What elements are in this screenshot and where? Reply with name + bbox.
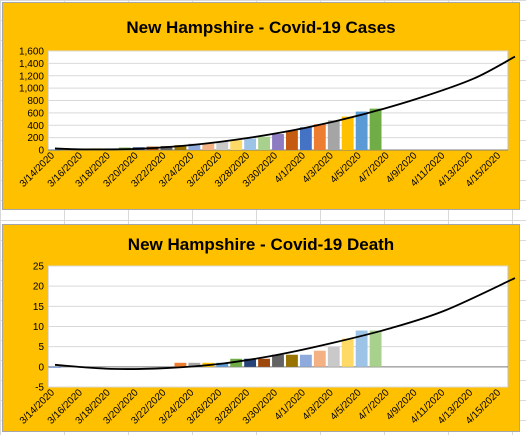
death-bar xyxy=(49,366,61,368)
cases-bar xyxy=(188,143,201,150)
death-bar xyxy=(369,330,382,367)
death-bar xyxy=(355,330,368,367)
cases-chart-svg: 02004006008001,0001,2001,4001,6003/14/20… xyxy=(18,47,516,190)
death-y-tick-label: 5 xyxy=(38,342,44,353)
cases-y-tick-label: 600 xyxy=(27,108,44,119)
death-bar xyxy=(299,354,312,367)
death-bar xyxy=(258,358,270,367)
cases-chart-title: New Hampshire - Covid-19 Cases xyxy=(126,18,396,37)
cases-bar xyxy=(49,149,61,151)
death-bar xyxy=(244,358,257,367)
cases-bar xyxy=(369,108,382,150)
death-y-tick-label: 15 xyxy=(33,302,45,313)
cases-bar xyxy=(174,145,187,150)
cases-bar xyxy=(327,120,340,150)
cases-bar xyxy=(313,124,326,150)
cases-bar xyxy=(202,143,215,150)
death-chart-panel[interactable]: New Hampshire - Covid-19 Death -5 0 5 10 15 2… xyxy=(2,224,520,432)
cases-bar xyxy=(258,136,270,150)
death-bar xyxy=(272,354,284,367)
death-bar xyxy=(327,346,340,367)
cases-bar xyxy=(299,127,312,150)
cases-bar xyxy=(272,134,284,150)
cases-bar xyxy=(341,116,354,150)
cases-y-tick-label: 1,400 xyxy=(19,59,44,70)
death-y-tick-label: 10 xyxy=(33,322,45,333)
cases-y-tick-label: 0 xyxy=(38,146,44,157)
cases-trendline xyxy=(54,55,516,151)
cases-y-tick-label: 1,000 xyxy=(19,84,44,95)
cases-y-tick-label: 1,200 xyxy=(19,71,44,82)
death-bar xyxy=(286,354,298,367)
death-chart-title: New Hampshire - Covid-19 Death xyxy=(127,235,395,254)
death-trendline xyxy=(54,277,516,370)
cases-y-tick-label: 200 xyxy=(27,133,44,144)
cases-bar xyxy=(244,138,257,150)
cases-bar xyxy=(286,130,298,150)
death-y-tick-label: 0 xyxy=(38,362,44,373)
death-y-tick-label: 20 xyxy=(33,282,45,293)
death-bar xyxy=(188,362,201,367)
death-y-tick-label: 25 xyxy=(33,262,45,273)
death-chart-svg: -505101520253/14/20203/16/20203/18/20203… xyxy=(18,262,516,427)
cases-bar xyxy=(230,140,243,150)
cases-y-tick-label: 1,600 xyxy=(19,47,44,58)
death-bar xyxy=(341,338,354,367)
cases-bar xyxy=(355,111,368,150)
death-bar xyxy=(230,358,243,367)
death-bar xyxy=(216,362,229,367)
death-bar xyxy=(174,362,187,367)
cases-y-tick-label: 800 xyxy=(27,96,44,107)
death-bar xyxy=(313,350,326,367)
cases-bar xyxy=(216,141,229,150)
death-y-tick-label: -5 xyxy=(35,383,44,394)
cases-chart-panel[interactable]: New Hampshire - Covid-19 Cases 0 200 400 60… xyxy=(2,2,520,210)
cases-y-tick-label: 400 xyxy=(27,121,44,132)
